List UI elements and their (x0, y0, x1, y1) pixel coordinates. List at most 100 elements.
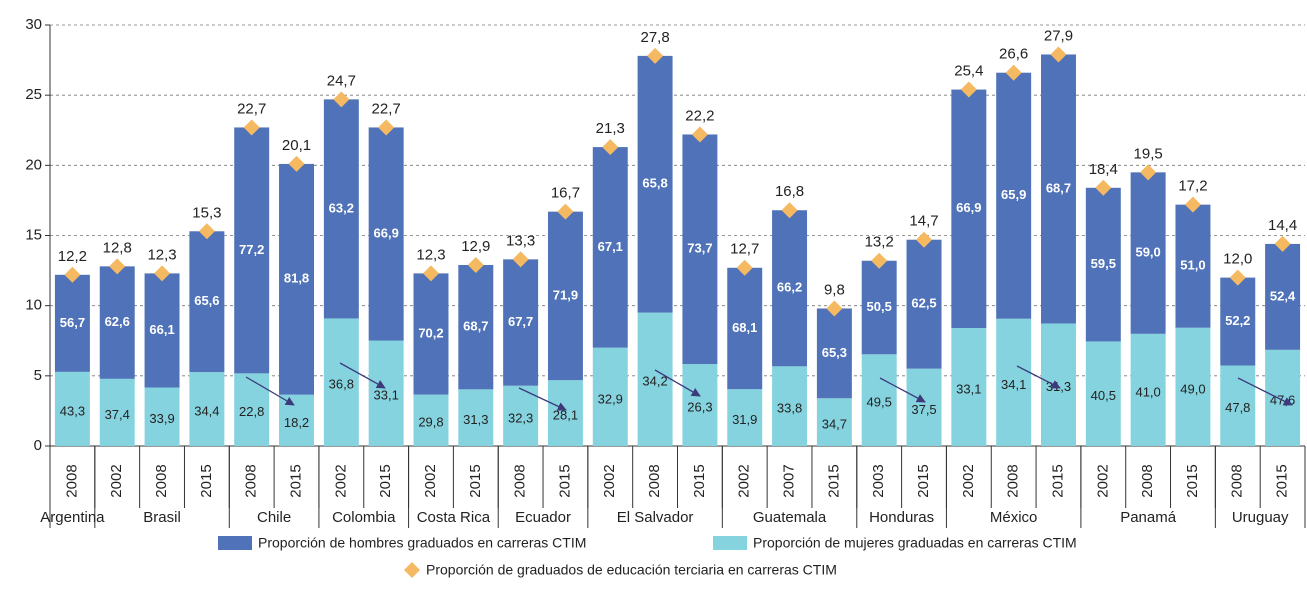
bar-segment (368, 340, 404, 446)
data-label: 14,4 (1268, 217, 1297, 234)
data-label: 43,3 (60, 403, 85, 418)
x-tick-label: 2015 (1274, 464, 1291, 497)
data-label: 24,7 (327, 72, 356, 89)
bar-segment (772, 366, 808, 446)
y-tick-label: 25 (25, 86, 42, 103)
bar-segment (951, 328, 987, 446)
arrow (879, 377, 926, 403)
x-tick-label: 2008 (243, 464, 260, 497)
plot: 051015202530200843,356,712,2Argentina200… (25, 16, 1306, 528)
bar-segment (458, 389, 494, 446)
bar-segment (951, 89, 987, 329)
x-tick-label: 2015 (198, 464, 215, 497)
data-label: 21,3 (596, 120, 625, 137)
bar-segment (54, 274, 90, 372)
x-tick-label: 2002 (332, 464, 349, 497)
bar-segment (144, 387, 180, 446)
data-label: 66,2 (777, 280, 802, 295)
data-label: 62,6 (105, 314, 130, 329)
group-label: Guatemala (753, 509, 827, 526)
x-tick-label: 2003 (870, 464, 887, 497)
arrow (1237, 377, 1293, 406)
bar-segment (234, 373, 270, 446)
bar-segment (772, 210, 808, 367)
marker (467, 256, 484, 273)
data-label: 15,3 (192, 204, 221, 221)
bar-segment (1220, 365, 1256, 446)
data-label: 40,5 (1091, 388, 1116, 403)
data-label: 49,0 (1180, 381, 1205, 396)
bar-segment (547, 211, 583, 381)
bar-segment (99, 266, 135, 379)
data-label: 36,8 (329, 377, 354, 392)
x-tick-label: 2002 (601, 464, 618, 497)
bar-segment (368, 127, 404, 341)
data-label: 68,1 (732, 320, 757, 335)
data-label: 32,9 (598, 391, 623, 406)
legend-label: Proporción de mujeres graduadas en carre… (753, 535, 1077, 551)
bar-segment (816, 308, 852, 399)
data-label: 22,2 (685, 107, 714, 124)
x-tick-label: 2015 (1049, 464, 1066, 497)
data-label: 51,0 (1180, 258, 1205, 273)
bar-segment (1041, 54, 1076, 324)
x-tick-label: 2015 (377, 464, 394, 497)
group-label: El Salvador (617, 509, 694, 526)
data-label: 73,7 (687, 241, 712, 256)
bar-segment (592, 347, 628, 446)
bar-segment (323, 99, 359, 319)
marker (1050, 46, 1067, 63)
marker (64, 266, 81, 283)
data-label: 22,7 (372, 100, 401, 117)
group-label: Chile (257, 509, 291, 526)
data-label: 34,2 (642, 374, 667, 389)
marker (647, 47, 664, 64)
x-tick-label: 2002 (736, 464, 753, 497)
bar-segment (996, 72, 1032, 319)
data-label: 18,2 (284, 415, 309, 430)
x-tick-label: 2008 (153, 464, 170, 497)
data-label: 59,0 (1135, 245, 1160, 260)
x-tick-label: 2008 (512, 464, 529, 497)
bar-segment (99, 378, 135, 446)
x-tick-label: 2008 (1139, 464, 1156, 497)
bar-segment (503, 385, 539, 446)
data-label: 29,8 (418, 415, 443, 430)
marker (1229, 269, 1246, 286)
group-label: Uruguay (1232, 509, 1289, 526)
data-label: 50,5 (867, 299, 892, 314)
data-label: 33,9 (149, 411, 174, 426)
arrow (1016, 365, 1061, 389)
marker (1095, 179, 1112, 196)
bar-segment (682, 134, 718, 365)
marker (691, 126, 708, 143)
data-label: 19,5 (1134, 145, 1163, 162)
x-tick-label: 2002 (108, 464, 125, 497)
data-label: 22,8 (239, 404, 264, 419)
data-label: 63,2 (329, 200, 354, 215)
x-tick-label: 2008 (1229, 464, 1246, 497)
data-label: 33,8 (777, 401, 802, 416)
bar-segment (144, 273, 180, 388)
data-label: 18,4 (1089, 161, 1118, 178)
data-label: 17,2 (1178, 178, 1207, 195)
data-label: 56,7 (60, 315, 85, 330)
arrow (245, 376, 295, 406)
marker (602, 139, 619, 156)
group-label: Honduras (869, 509, 934, 526)
marker (916, 231, 933, 248)
data-label: 34,7 (822, 417, 847, 432)
data-label: 12,3 (416, 246, 445, 263)
legend-swatch (218, 536, 252, 550)
arrow (518, 387, 567, 411)
marker (826, 300, 843, 317)
data-label: 20,1 (282, 137, 311, 154)
bar-segment (189, 372, 225, 446)
y-tick-label: 10 (25, 297, 42, 314)
bar-segment (458, 264, 494, 390)
marker (154, 265, 171, 282)
data-label: 70,2 (418, 325, 443, 340)
marker (512, 251, 529, 268)
bar-segment (637, 55, 673, 313)
data-label: 37,4 (105, 407, 130, 422)
